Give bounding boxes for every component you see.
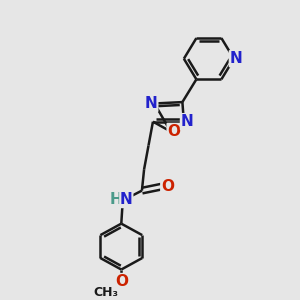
Text: H: H — [110, 192, 123, 207]
Text: O: O — [168, 124, 181, 139]
Text: CH₃: CH₃ — [93, 286, 118, 299]
Text: O: O — [115, 274, 128, 289]
Text: O: O — [161, 179, 174, 194]
Text: N: N — [230, 51, 243, 66]
Text: N: N — [145, 96, 157, 111]
Text: N: N — [181, 114, 194, 129]
Text: N: N — [120, 192, 133, 207]
